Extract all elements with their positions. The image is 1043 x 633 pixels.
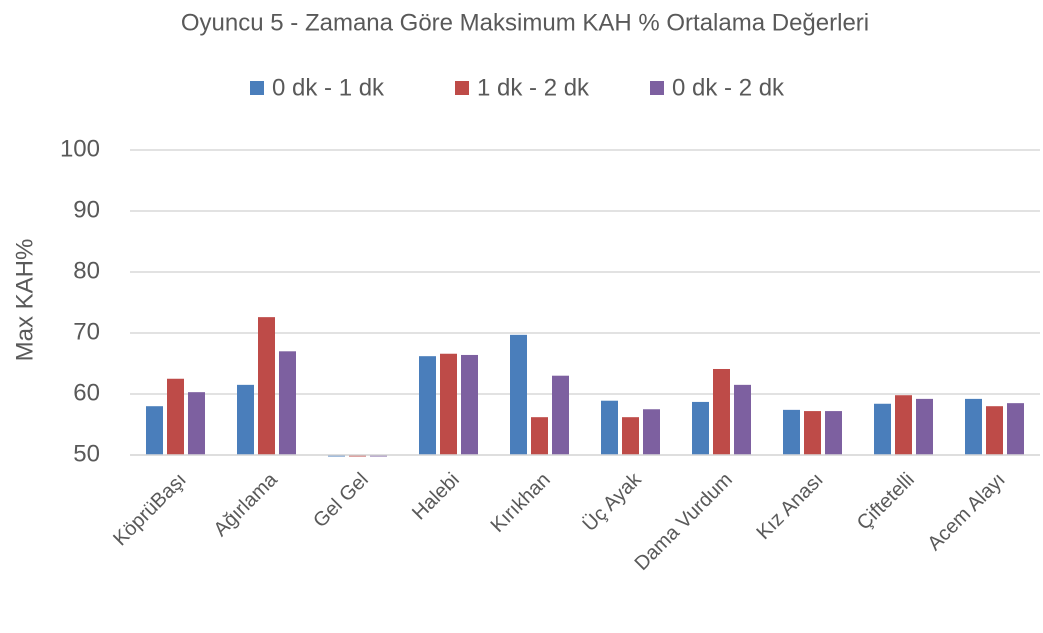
bar bbox=[601, 400, 618, 455]
y-tick-label: 100 bbox=[60, 135, 100, 162]
y-tick-label: 50 bbox=[73, 440, 100, 467]
legend-label: 0 dk - 2 dk bbox=[672, 74, 785, 101]
y-tick-label: 80 bbox=[73, 257, 100, 284]
bar bbox=[167, 378, 184, 455]
legend-label: 0 dk - 1 dk bbox=[272, 74, 385, 101]
bar bbox=[825, 411, 842, 455]
chart-title: Oyuncu 5 - Zamana Göre Maksimum KAH % Or… bbox=[181, 9, 869, 36]
bar bbox=[258, 317, 275, 455]
bar bbox=[146, 406, 163, 455]
x-tick-label: Acem Alayı bbox=[923, 469, 1009, 555]
bar bbox=[461, 354, 478, 455]
x-tick-label: Ağırlama bbox=[210, 468, 283, 541]
bar bbox=[237, 384, 254, 455]
x-tick-label: Kız Anası bbox=[752, 469, 827, 544]
legend-label: 1 dk - 2 dk bbox=[477, 74, 590, 101]
y-tick-label: 70 bbox=[73, 318, 100, 345]
x-tick-label: KöprüBaşı bbox=[109, 469, 191, 551]
legend-swatch bbox=[250, 81, 264, 95]
bar bbox=[804, 411, 821, 455]
bar bbox=[188, 392, 205, 455]
bar bbox=[713, 368, 730, 455]
x-tick-label: Halebi bbox=[408, 469, 464, 525]
y-tick-label: 90 bbox=[73, 196, 100, 223]
bar bbox=[783, 409, 800, 455]
bar bbox=[986, 406, 1003, 455]
bar bbox=[279, 351, 296, 455]
bar bbox=[874, 403, 891, 455]
y-axis-label: Max KAH% bbox=[11, 239, 38, 362]
legend-swatch bbox=[455, 81, 469, 95]
y-tick-label: 60 bbox=[73, 379, 100, 406]
bar bbox=[734, 384, 751, 455]
bar bbox=[692, 401, 709, 455]
bar bbox=[965, 398, 982, 455]
bar bbox=[440, 353, 457, 455]
bar bbox=[419, 356, 436, 455]
bar bbox=[531, 417, 548, 455]
bar bbox=[622, 417, 639, 455]
bar bbox=[916, 398, 933, 455]
bar bbox=[510, 334, 527, 455]
bar bbox=[895, 395, 912, 455]
x-tick-label: Kırıkhan bbox=[487, 469, 555, 537]
x-tick-label: Gel Gel bbox=[309, 469, 373, 533]
x-tick-label: Üç Ayak bbox=[579, 468, 647, 536]
bar bbox=[643, 409, 660, 455]
bar bbox=[1007, 403, 1024, 455]
legend-swatch bbox=[650, 81, 664, 95]
bar bbox=[552, 375, 569, 455]
x-tick-label: Çiftetelli bbox=[853, 469, 919, 535]
x-tick-label: Dama Vurdum bbox=[631, 469, 737, 575]
